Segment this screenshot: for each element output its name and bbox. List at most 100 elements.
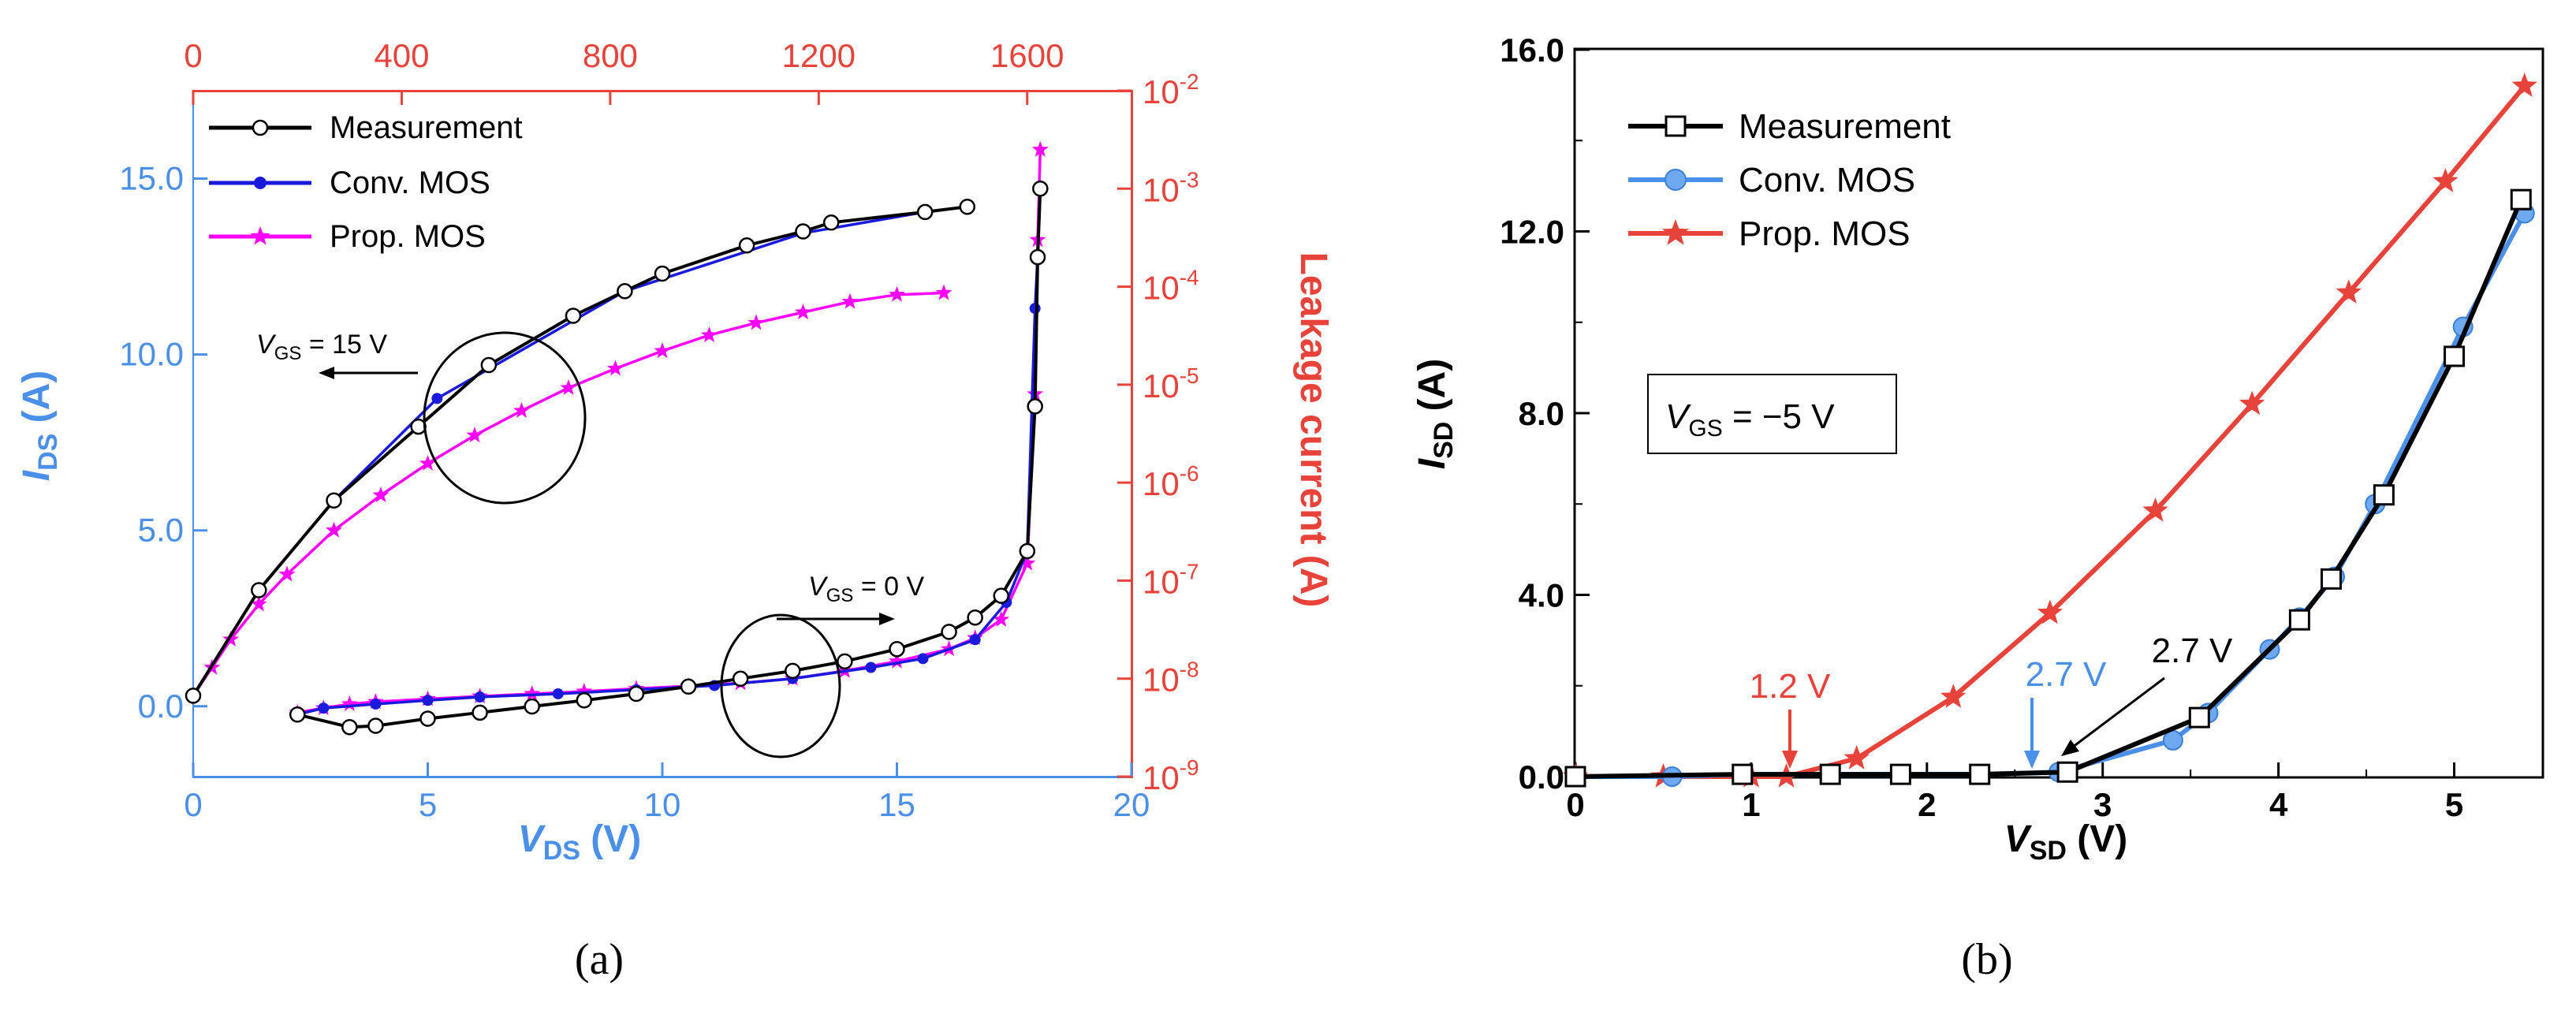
panel-a-ticks: 0 5 10 15 20 0.0 5.0 10.0 15.0 0 400 800 1200 1600 10-… — [119, 37, 1199, 823]
a-point-measurement — [837, 653, 853, 670]
a-point-measurement — [565, 307, 582, 324]
a-point-measurement — [795, 223, 811, 240]
b-point-prop — [2336, 279, 2362, 304]
a-y2tick-label: 10-9 — [1143, 755, 1199, 796]
a-point-measurement — [967, 609, 983, 626]
legend-b-label-measurement: Measurement — [1739, 107, 1951, 146]
legend-label-measurement: Measurement — [330, 110, 523, 145]
a-point-prop — [935, 284, 952, 300]
a-point-measurement — [916, 203, 934, 221]
legend-label-prop: Prop. MOS — [330, 219, 486, 254]
annot-vgs0: VGS = 0 V — [808, 572, 924, 606]
b-ytick-label: 16.0 — [1500, 32, 1564, 69]
a-y2tick-label: 10-4 — [1143, 266, 1199, 307]
panel-a-legend: Measurement Conv. MOS Prop. MOS — [209, 110, 523, 254]
legend-b-marker-measurement — [1665, 115, 1687, 137]
a-y2tick-label: 10-6 — [1143, 461, 1199, 502]
a-point-measurement — [785, 662, 801, 680]
panel-b-caption: (b) — [1961, 935, 2012, 984]
panel-b: 0 1 2 3 4 5 0.0 4.0 8.0 12.0 16.0 VGS = −5 V 1.2 V… — [1411, 32, 2544, 984]
a-xtick-label: 5 — [419, 786, 437, 823]
panel-a-y2label: Leakage current (A) — [1292, 252, 1334, 608]
b-xtick-label: 5 — [2445, 786, 2463, 823]
annot-vgs15: VGS = 15 V — [256, 330, 387, 364]
a-point-measurement — [732, 670, 749, 687]
b-point-measurement — [1889, 763, 1911, 785]
a-x2tick-label: 1600 — [990, 37, 1064, 74]
b-point-prop — [2432, 168, 2459, 192]
b-point-prop — [2037, 599, 2063, 624]
a-x2tick-label: 800 — [583, 37, 638, 74]
a-point-prop — [1031, 140, 1049, 157]
legend-marker-prop — [250, 226, 270, 245]
a-point-conv — [552, 688, 564, 699]
arrow-black — [2071, 676, 2165, 749]
legend-b-label-prop: Prop. MOS — [1739, 214, 1911, 253]
a-point-measurement — [654, 265, 671, 282]
b-point-measurement — [2510, 188, 2532, 211]
arrow-vgs0-head — [879, 613, 895, 625]
b-ytick-label: 4.0 — [1519, 577, 1564, 614]
a-point-prop — [889, 652, 905, 669]
a-point-measurement — [326, 492, 342, 509]
a-point-measurement — [680, 678, 697, 695]
a-point-measurement — [738, 237, 755, 254]
legend-marker-conv — [254, 177, 267, 189]
a-point-prop — [222, 631, 240, 647]
a-point-measurement — [185, 688, 202, 704]
a-series-line — [192, 205, 968, 697]
b-xtick-label: 4 — [2269, 786, 2288, 823]
b-point-measurement — [2373, 484, 2395, 506]
a-point-measurement — [617, 283, 633, 300]
a-point-prop — [341, 695, 358, 711]
panel-b-series — [1562, 73, 2537, 788]
a-y2tick-label: 10-5 — [1143, 363, 1199, 404]
a-y2tick-label: 10-7 — [1143, 559, 1199, 600]
a-point-prop — [795, 304, 811, 319]
arrow-red-head — [1782, 751, 1798, 769]
legend-label-conv: Conv. MOS — [330, 166, 490, 200]
a-x2tick-label: 400 — [374, 37, 429, 74]
b-point-measurement — [1819, 763, 1841, 785]
panel-a-frame-top — [192, 90, 1133, 92]
a-y2tick-label: 10-2 — [1143, 69, 1199, 110]
a-point-prop — [513, 402, 530, 418]
b-point-prop — [1940, 684, 1966, 708]
a-point-measurement — [889, 641, 905, 658]
a-point-measurement — [419, 710, 436, 727]
panel-a-frame-right — [1131, 90, 1133, 778]
a-point-prop — [993, 610, 1010, 627]
a-point-conv — [422, 695, 434, 706]
panel-a-frame-left — [192, 91, 194, 777]
a-xtick-label: 20 — [1113, 786, 1150, 823]
a-point-prop — [654, 342, 671, 359]
a-point-conv — [370, 698, 382, 710]
arrow-black-head — [2061, 740, 2079, 756]
a-point-prop — [524, 685, 541, 701]
b-point-prop — [2142, 497, 2168, 522]
a-xtick-label: 10 — [644, 786, 681, 823]
a-point-measurement — [251, 582, 267, 598]
b-point-measurement — [2056, 761, 2078, 783]
a-x2tick-label: 1200 — [782, 37, 856, 74]
a-point-conv — [865, 662, 877, 673]
panel-a: 0 5 10 15 20 0.0 5.0 10.0 15.0 0 400 800 1200 1600 10-… — [16, 37, 1334, 984]
b-ytick-label: 8.0 — [1519, 395, 1564, 432]
a-point-prop — [326, 521, 342, 538]
a-point-conv — [431, 393, 443, 404]
b-point-prop — [2511, 73, 2537, 97]
b-xtick-label: 3 — [2093, 786, 2112, 823]
a-y2tick-label: 10-3 — [1143, 167, 1199, 208]
b-point-measurement — [2444, 345, 2466, 367]
a-ytick-label: 15.0 — [119, 160, 184, 197]
a-point-prop — [841, 293, 859, 309]
a-point-conv — [917, 653, 929, 665]
annot-black-threshold: 2.7 V — [2152, 632, 2233, 670]
b-point-prop — [2239, 390, 2265, 416]
panel-b-ticks: 0 1 2 3 4 5 0.0 4.0 8.0 12.0 16.0 — [1500, 32, 2463, 823]
a-point-prop — [607, 360, 624, 376]
a-series-line — [192, 205, 968, 697]
a-point-measurement — [341, 718, 358, 736]
b-xtick-label: 0 — [1566, 786, 1584, 823]
a-point-measurement — [524, 698, 540, 715]
